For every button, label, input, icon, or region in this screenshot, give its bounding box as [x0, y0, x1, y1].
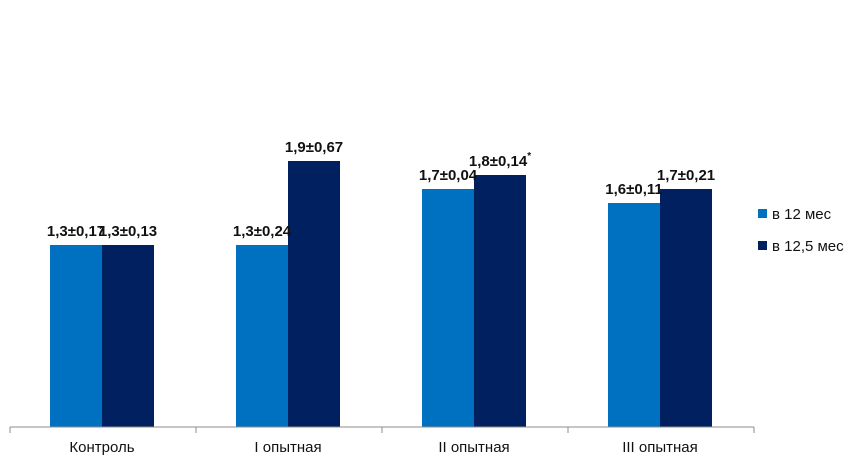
data-label-2-3: 1,8±0,14*	[469, 151, 531, 170]
bar-1-2	[236, 245, 288, 427]
bar-1-3	[422, 189, 474, 427]
x-tick-label-2: I опытная	[254, 439, 321, 456]
bar-2-4	[660, 189, 712, 427]
legend-swatch-1	[758, 209, 767, 218]
legend-label-2: в 12,5 мес	[772, 238, 844, 255]
bar-2-1	[102, 245, 154, 427]
data-label-1-1: 1,3±0,17	[47, 223, 105, 240]
data-label-1-3: 1,7±0,04	[419, 167, 478, 184]
bar-1-1	[50, 245, 102, 427]
x-tick-label-3: II опытная	[438, 439, 509, 456]
data-label-2-4: 1,7±0,21	[657, 167, 715, 184]
data-label-1-2: 1,3±0,24	[233, 223, 292, 240]
bar-2-2	[288, 161, 340, 427]
bar-1-4	[608, 203, 660, 427]
x-axis: Контроль I опытная II опытная III опытная	[9, 426, 755, 456]
x-tick-label-4: III опытная	[622, 439, 698, 456]
legend: в 12 мес в 12,5 мес	[758, 206, 844, 255]
data-label-2-2: 1,9±0,67	[285, 139, 343, 156]
data-label-1-4: 1,6±0,11	[605, 181, 662, 198]
bar-2-3	[474, 175, 526, 427]
bars-layer	[50, 161, 712, 427]
data-labels-layer: 1,3±0,171,3±0,13 1,3±0,24 1,9±0,67 1,7±0,04…	[47, 139, 715, 240]
legend-label-1: в 12 мес	[772, 206, 832, 223]
x-tick-label-1: Контроль	[69, 439, 134, 456]
data-label-2-1: 1,3±0,13	[99, 223, 157, 240]
legend-swatch-2	[758, 241, 767, 250]
